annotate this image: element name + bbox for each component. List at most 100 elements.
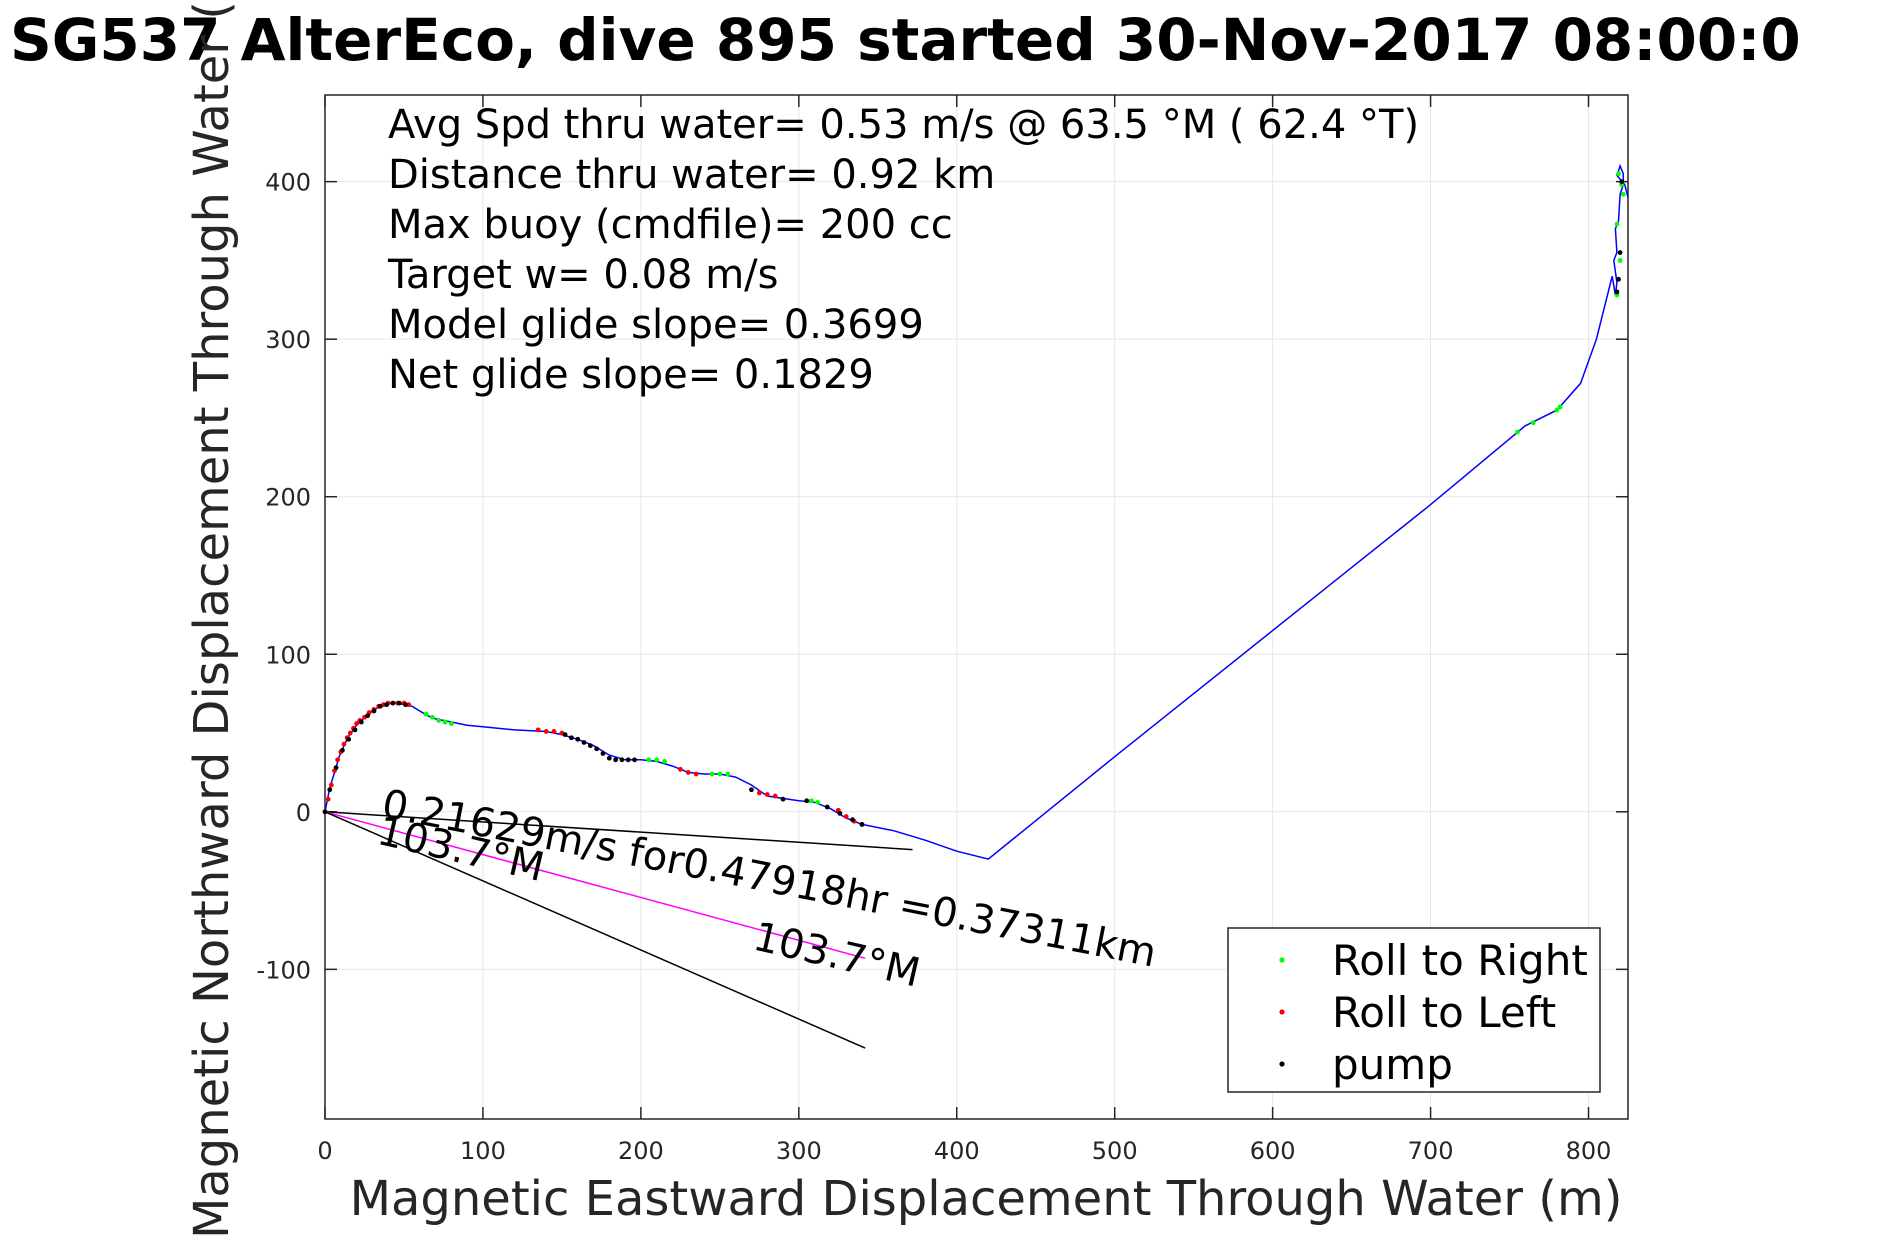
roll-to-right-point <box>725 771 731 777</box>
x-tick-label: 100 <box>460 1137 506 1165</box>
roll-to-right-point <box>429 714 435 720</box>
roll-to-right-point <box>1616 171 1621 177</box>
pump-point <box>1614 289 1620 295</box>
reference-line <box>324 811 866 1049</box>
roll-to-left-point <box>325 796 331 802</box>
y-tick-label: 200 <box>265 484 311 512</box>
reference-line <box>324 811 913 851</box>
pump-point <box>850 817 855 823</box>
pump-point <box>365 713 371 719</box>
pump-point <box>1619 179 1625 185</box>
x-tick-label: 300 <box>776 1137 822 1165</box>
pump-point <box>632 757 637 763</box>
x-tick-label: 400 <box>934 1137 980 1165</box>
pump-point <box>390 700 396 706</box>
pump-point <box>859 822 865 827</box>
roll-to-right-point <box>662 758 667 764</box>
pump-point <box>575 736 581 742</box>
roll-to-right-point <box>423 711 429 717</box>
roll-to-left-point <box>685 770 691 775</box>
pump-point <box>606 755 612 761</box>
roll-to-left-point <box>772 793 778 799</box>
pump-point <box>377 703 383 709</box>
axis-ticks: 0 100 200 300 400 500 600 700 800 -100 0 100 200 300 4… <box>257 95 1628 1165</box>
pump-point <box>837 810 843 816</box>
pump-point <box>749 787 754 793</box>
legend-entry: Roll to Left <box>1332 988 1556 1037</box>
roll-to-left-point <box>335 757 341 763</box>
roll-to-right-point <box>1515 429 1520 435</box>
pump-point <box>581 740 587 745</box>
pump-point <box>625 757 631 763</box>
legend-entry: pump <box>1332 1040 1453 1089</box>
annotations: 0.21629m/s for0.47918hr =0.37311km103.7°… <box>373 781 1160 996</box>
roll-to-right-point <box>717 771 723 777</box>
pump-point <box>804 798 810 804</box>
legend-entry: Roll to Right <box>1332 936 1588 985</box>
roll-to-left-point <box>328 782 334 788</box>
pump-point <box>403 702 408 708</box>
pump-point <box>371 708 377 714</box>
y-tick-label: 400 <box>265 169 311 197</box>
legend-box <box>1227 927 1601 1093</box>
chart-title: SG537 AlterEco, dive 895 started 30-Nov-… <box>10 6 1801 74</box>
roll-to-left-point <box>535 727 541 733</box>
y-axis-label: Magnetic Northward Displacement Through … <box>184 1 240 1239</box>
reference-line <box>324 811 866 960</box>
pump-point <box>339 747 345 753</box>
pump-point <box>824 804 830 810</box>
plot-area <box>324 94 1629 1120</box>
roll-to-right-point <box>1557 404 1563 410</box>
roll-to-right-point <box>436 718 442 723</box>
y-tick-label: 0 <box>296 799 311 827</box>
pump-point <box>384 702 389 708</box>
roll-to-left-point <box>677 766 683 772</box>
pump-point <box>1617 250 1623 255</box>
roll-to-right-point <box>442 719 448 725</box>
pump-point <box>333 765 339 771</box>
pump-point <box>358 719 364 725</box>
roll-to-right-point <box>1620 191 1626 197</box>
roll-to-right-point <box>1530 420 1536 426</box>
y-tick-label: 300 <box>265 326 311 354</box>
info-line: Max buoy (cmdfile)= 200 cc <box>388 202 953 248</box>
x-tick-label: 700 <box>1408 1137 1454 1165</box>
x-tick-label: 600 <box>1250 1137 1296 1165</box>
pump-point <box>562 732 568 738</box>
pump-point <box>587 743 593 749</box>
roll-to-right-point <box>809 798 814 804</box>
roll-to-left-point <box>341 741 347 747</box>
grid-lines <box>324 95 1628 1119</box>
data-points <box>322 171 1626 827</box>
pump-point <box>600 751 606 756</box>
info-line: Avg Spd thru water= 0.53 m/s @ 63.5 °M (… <box>388 102 1419 148</box>
legend-marker <box>1279 1009 1285 1015</box>
pump-point <box>396 700 402 706</box>
roll-to-left-point <box>843 814 849 819</box>
roll-to-left-point <box>354 721 359 726</box>
pump-point <box>780 796 786 802</box>
pump-point <box>352 727 358 733</box>
y-tick-label: 100 <box>265 641 311 669</box>
pump-point <box>322 809 328 815</box>
roll-to-right-point <box>448 721 454 726</box>
roll-to-right-point <box>709 771 715 777</box>
info-text-block: Avg Spd thru water= 0.53 m/s @ 63.5 °M (… <box>387 102 1419 398</box>
roll-to-left-point <box>543 729 549 734</box>
x-tick-label: 0 <box>317 1137 332 1165</box>
roll-to-left-point <box>693 771 699 777</box>
roll-to-right-point <box>646 757 652 763</box>
pump-point <box>619 757 625 763</box>
info-line: Model glide slope= 0.3699 <box>388 302 924 348</box>
legend-marker <box>1279 957 1285 963</box>
roll-to-left-point <box>347 730 353 736</box>
legend-marker <box>1279 1061 1285 1067</box>
x-tick-label: 200 <box>618 1137 664 1165</box>
info-line: Net glide slope= 0.1829 <box>388 352 874 398</box>
y-tick-label: -100 <box>257 956 311 984</box>
roll-to-right-point <box>1617 258 1623 263</box>
roll-to-left-point <box>756 790 762 796</box>
x-tick-label: 800 <box>1566 1137 1612 1165</box>
roll-to-right-point <box>1614 221 1620 227</box>
